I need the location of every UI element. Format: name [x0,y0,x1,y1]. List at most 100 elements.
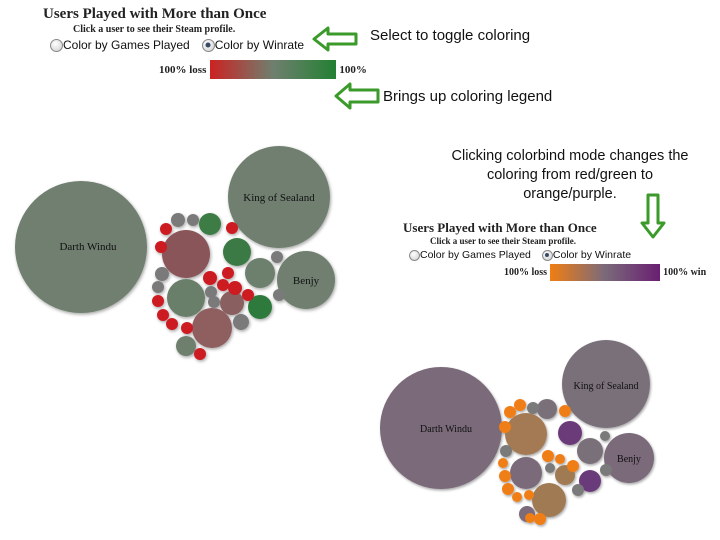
arrow-toggle-icon [312,26,358,52]
radio-checked-icon[interactable] [201,38,215,52]
bubble-user[interactable] [226,222,238,234]
bubble-user[interactable] [545,463,555,473]
top-legend-gradient [210,60,337,79]
bubble-user[interactable] [505,413,547,455]
bubble-user[interactable] [181,322,193,334]
bubble-user[interactable] [567,460,579,472]
bubble-user[interactable] [524,490,534,500]
bubble-benjy[interactable] [604,433,654,483]
bubble-label-benjy: Benjy [293,275,320,287]
bubble-user[interactable] [166,318,178,330]
bubble-user[interactable] [199,213,221,235]
bubble-user[interactable] [223,238,251,266]
bubble-user[interactable] [504,406,516,418]
bubble-user[interactable] [577,438,603,464]
arrow-down-icon [640,193,666,239]
radio-checked-icon[interactable] [541,249,553,261]
top-legend-win-label: 100% [339,63,367,76]
bubble-user[interactable] [512,492,522,502]
top-radio-games-label: Color by Games Played [63,38,190,52]
bubble-user[interactable] [187,214,199,226]
bubble-user[interactable] [155,241,167,253]
bubble-user[interactable] [559,405,571,417]
bubble-user[interactable] [167,279,205,317]
bubble-user[interactable] [228,281,242,295]
bubble-benjy[interactable] [277,251,335,309]
top-panel-subtitle: Click a user to see their Steam profile. [73,24,236,35]
top-radio-winrate-label: Color by Winrate [214,38,305,52]
bubble-user[interactable] [498,458,508,468]
bubble-king-of-sealand[interactable] [228,146,330,248]
bubble-user[interactable] [192,308,232,348]
top-radio-games-played[interactable]: Color by Games Played [50,38,190,52]
bubble-user[interactable] [271,251,283,263]
bottom-legend-gradient [550,264,661,281]
bubble-user[interactable] [245,258,275,288]
top-color-mode-radios: Color by Games Played Color by Winrate [50,38,304,52]
bubble-user[interactable] [220,291,244,315]
bubble-label-king-of-sealand: King of Sealand [574,381,639,392]
bubble-user[interactable] [527,402,539,414]
bubble-user[interactable] [572,484,584,496]
bubble-user[interactable] [233,314,249,330]
bubble-king-of-sealand[interactable] [562,340,650,428]
bubble-user[interactable] [248,295,272,319]
radio-unchecked-icon[interactable] [50,38,63,52]
bubble-user[interactable] [203,271,217,285]
bottom-radio-winrate[interactable]: Color by Winrate [541,249,632,261]
bubble-user[interactable] [542,450,554,462]
bottom-radio-winrate-label: Color by Winrate [552,249,632,261]
bubble-user[interactable] [537,399,557,419]
bottom-color-legend: 100% loss 100% win [504,264,706,281]
bottom-radio-games-played[interactable]: Color by Games Played [409,249,531,261]
top-panel-title: Users Played with More than Once [43,6,267,22]
bottom-legend-win-label: 100% win [663,267,707,278]
bubble-user[interactable] [205,286,217,298]
bubble-user[interactable] [510,457,542,489]
note-toggle-coloring: Select to toggle coloring [370,27,531,44]
bottom-color-mode-radios: Color by Games Played Color by Winrate [409,249,631,261]
radio-unchecked-icon[interactable] [409,249,420,261]
bottom-radio-games-label: Color by Games Played [420,249,531,261]
bubble-user[interactable] [171,213,185,227]
bubble-user[interactable] [155,267,169,281]
bottom-panel-title: Users Played with More than Once [403,220,597,235]
bubble-user[interactable] [500,445,512,457]
bubble-user[interactable] [555,454,565,464]
bubble-user[interactable] [157,309,169,321]
note-colorblind-mode: Clicking colorbind mode changes the colo… [451,148,689,203]
bubble-user[interactable] [499,470,511,482]
bubble-user[interactable] [152,295,164,307]
note-coloring-legend: Brings up coloring legend [383,88,553,105]
bubble-user[interactable] [579,470,601,492]
bubble-darth-windu[interactable] [15,181,147,313]
bubble-user[interactable] [532,483,566,517]
top-legend-loss-label: 100% loss [159,63,207,76]
bubble-user[interactable] [534,513,546,525]
bubble-label-king-of-sealand: King of Sealand [243,192,315,204]
bubble-user[interactable] [162,230,210,278]
bubble-user[interactable] [273,289,285,301]
bubble-darth-windu[interactable] [380,367,502,489]
top-bubble-chart: Darth Windu King of Sealand Benjy [15,146,335,360]
bubble-user[interactable] [152,281,164,293]
bubble-user[interactable] [600,464,612,476]
arrow-legend-icon [334,82,380,110]
bubble-user[interactable] [208,296,220,308]
bubble-label-darth-windu: Darth Windu [59,241,117,253]
bubble-user[interactable] [600,431,610,441]
bubble-user[interactable] [160,223,172,235]
bubble-user[interactable] [217,279,229,291]
bottom-legend-loss-label: 100% loss [504,267,548,278]
bubble-user[interactable] [502,483,514,495]
bubble-user[interactable] [558,421,582,445]
bubble-user[interactable] [514,399,526,411]
bubble-user[interactable] [194,348,206,360]
bubble-user[interactable] [222,267,234,279]
bubble-user[interactable] [176,336,196,356]
top-radio-winrate[interactable]: Color by Winrate [201,38,305,52]
bubble-user[interactable] [499,421,511,433]
bubble-user[interactable] [242,289,254,301]
bubble-user[interactable] [525,513,535,523]
bubble-label-benjy: Benjy [617,454,641,465]
